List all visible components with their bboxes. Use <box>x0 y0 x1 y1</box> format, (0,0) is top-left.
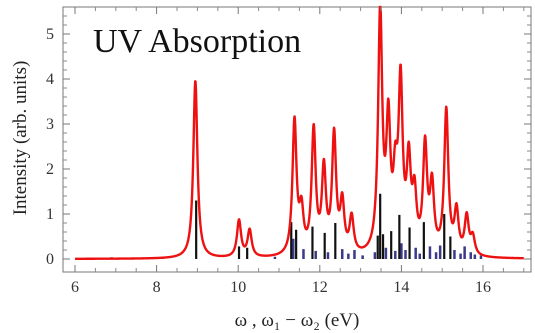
y-tick-label: 4 <box>46 71 54 88</box>
x-tick-label: 6 <box>71 279 79 296</box>
chart-title: UV Absorption <box>93 23 301 60</box>
y-tick-label: 0 <box>46 251 54 268</box>
y-axis-label: Intensity (arb. units) <box>10 61 31 216</box>
x-tick-label: 8 <box>153 279 161 296</box>
y-tick-label: 5 <box>46 26 54 43</box>
x-tick-label: 10 <box>230 279 246 296</box>
spectrum-line <box>74 5 525 260</box>
x-tick-label: 16 <box>475 279 491 296</box>
x-axis-label: ω , ω₁ − ω₂ (eV) <box>235 310 360 331</box>
y-tick-label: 1 <box>46 206 54 223</box>
y-tick-label: 3 <box>46 116 54 133</box>
x-tick-label: 14 <box>393 279 409 296</box>
x-tick-label: 12 <box>312 279 328 296</box>
plot-frame <box>62 6 532 273</box>
stick-spectrum <box>110 193 483 259</box>
y-tick-label: 2 <box>46 161 54 178</box>
